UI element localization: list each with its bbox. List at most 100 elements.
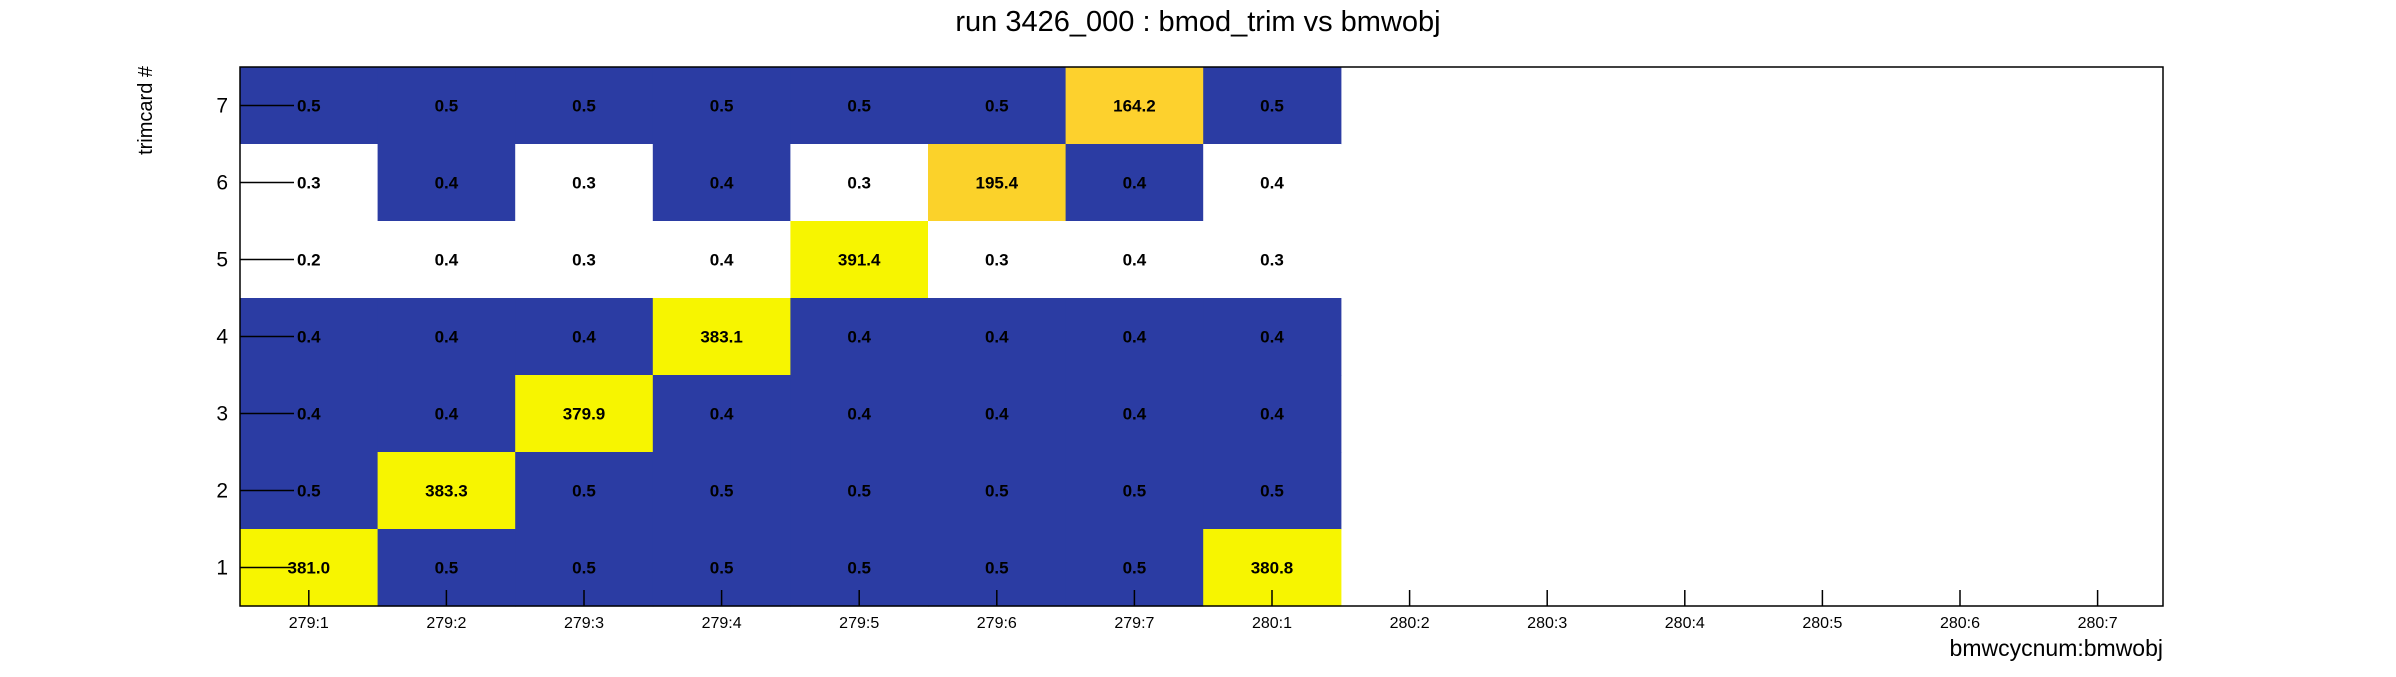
cell-value-label: 0.5: [1123, 482, 1147, 501]
heatmap-cell: [377, 67, 516, 145]
cell-value-label: 0.5: [435, 559, 459, 578]
cell-value-label: 0.4: [710, 405, 734, 424]
y-tick-label: 4: [216, 326, 228, 349]
cell-value-label: 383.3: [425, 482, 468, 501]
cell-value-label: 0.4: [1260, 174, 1284, 193]
heatmap-cell: [1203, 452, 1342, 530]
cell-value-label: 0.4: [297, 328, 321, 347]
cell-value-label: 0.4: [1260, 328, 1284, 347]
heatmap-cell: [1203, 375, 1342, 453]
cell-value-label: 0.4: [985, 405, 1009, 424]
x-tick-label: 280:6: [1940, 615, 1980, 632]
y-tick-label: 1: [216, 557, 228, 580]
cell-value-label: 381.0: [288, 559, 331, 578]
cell-value-label: 0.5: [572, 482, 596, 501]
x-tick-label: 280:3: [1527, 615, 1567, 632]
heatmap-cell: [790, 375, 929, 453]
cell-value-label: 0.5: [847, 559, 871, 578]
heatmap-cell: [928, 144, 1067, 222]
y-tick-label: 7: [216, 95, 228, 118]
heatmap-cell: [515, 144, 654, 222]
x-tick-label: 279:2: [426, 615, 466, 632]
cell-value-label: 0.5: [847, 482, 871, 501]
chart-title: run 3426_000 : bmod_trim vs bmwobj: [955, 6, 1440, 38]
cell-value-label: 0.4: [985, 328, 1009, 347]
cell-value-label: 0.5: [435, 97, 459, 116]
cell-value-label: 0.5: [572, 559, 596, 578]
cell-value-label: 0.5: [710, 97, 734, 116]
x-tick-label: 280:2: [1390, 615, 1430, 632]
cell-value-label: 0.5: [297, 97, 321, 116]
heatmap-cell: [928, 375, 1067, 453]
cells-layer: [240, 67, 1342, 607]
heatmap-cell: [928, 67, 1067, 145]
y-tick-label: 6: [216, 172, 228, 195]
heatmap-cell: [1203, 221, 1342, 299]
cell-value-label: 0.4: [297, 405, 321, 424]
cell-value-label: 0.5: [710, 559, 734, 578]
heatmap-cell: [790, 452, 929, 530]
heatmap-cell: [1203, 144, 1342, 222]
cell-value-label: 0.5: [572, 97, 596, 116]
cell-value-label: 391.4: [838, 251, 881, 270]
x-tick-label: 280:4: [1665, 615, 1705, 632]
heatmap-cell: [1065, 144, 1204, 222]
heatmap-cell: [1065, 452, 1204, 530]
heatmap-cell: [515, 221, 654, 299]
heatmap-cell: [1065, 375, 1204, 453]
cell-value-label: 0.2: [297, 251, 321, 270]
cell-value-label: 0.3: [572, 251, 596, 270]
heatmap-cell: [1203, 67, 1342, 145]
heatmap-cell: [790, 67, 929, 145]
x-tick-label: 279:1: [289, 615, 329, 632]
y-tick-label: 3: [216, 403, 228, 426]
heatmap-cell: [790, 221, 929, 299]
x-tick-label: 280:7: [2078, 615, 2118, 632]
x-axis-label: bmwcycnum:bmwobj: [1950, 635, 2163, 661]
cell-value-label: 0.4: [1123, 328, 1147, 347]
x-tick-label: 279:3: [564, 615, 604, 632]
heatmap-cell: [652, 298, 791, 376]
heatmap-cell: [377, 375, 516, 453]
x-tick-label: 279:6: [977, 615, 1017, 632]
cell-value-label: 0.4: [1123, 174, 1147, 193]
cell-value-label: 0.5: [985, 559, 1009, 578]
x-tick-label: 280:1: [1252, 615, 1292, 632]
cell-value-label: 0.4: [1260, 405, 1284, 424]
cell-value-label: 0.5: [710, 482, 734, 501]
cell-value-label: 164.2: [1113, 97, 1156, 116]
heatmap-cell: [377, 144, 516, 222]
cell-value-label: 0.4: [1123, 405, 1147, 424]
y-tick-label: 2: [216, 480, 228, 503]
heatmap-cell: [652, 144, 791, 222]
heatmap-cell: [928, 221, 1067, 299]
x-tick-label: 279:5: [839, 615, 879, 632]
heatmap-cell: [515, 298, 654, 376]
cell-value-label: 0.5: [1260, 482, 1284, 501]
y-tick-label: 5: [216, 249, 228, 272]
cell-value-label: 0.4: [847, 328, 871, 347]
heatmap-cell: [928, 452, 1067, 530]
cell-value-label: 0.4: [435, 405, 459, 424]
cell-value-label: 380.8: [1251, 559, 1294, 578]
heatmap-cell: [1065, 221, 1204, 299]
heatmap-cell: [377, 221, 516, 299]
cell-value-label: 0.3: [572, 174, 596, 193]
cell-value-label: 0.5: [847, 97, 871, 116]
cell-value-label: 0.4: [435, 251, 459, 270]
heatmap-cell: [652, 67, 791, 145]
x-tick-label: 280:5: [1802, 615, 1842, 632]
cell-value-label: 383.1: [700, 328, 743, 347]
heatmap-cell: [790, 144, 929, 222]
heatmap-cell: [1065, 67, 1204, 145]
cell-value-label: 0.4: [710, 251, 734, 270]
heatmap-cell: [652, 221, 791, 299]
heatmap-cell: [928, 298, 1067, 376]
cell-value-label: 195.4: [976, 174, 1019, 193]
cell-value-label: 0.4: [435, 174, 459, 193]
x-tick-label: 279:4: [702, 615, 742, 632]
heatmap-cell: [515, 375, 654, 453]
ticks-layer: 1 2 3 4 5 6 7 279:1 279:2 279:3 279:4 279:5 279:6 279…: [216, 95, 2117, 633]
